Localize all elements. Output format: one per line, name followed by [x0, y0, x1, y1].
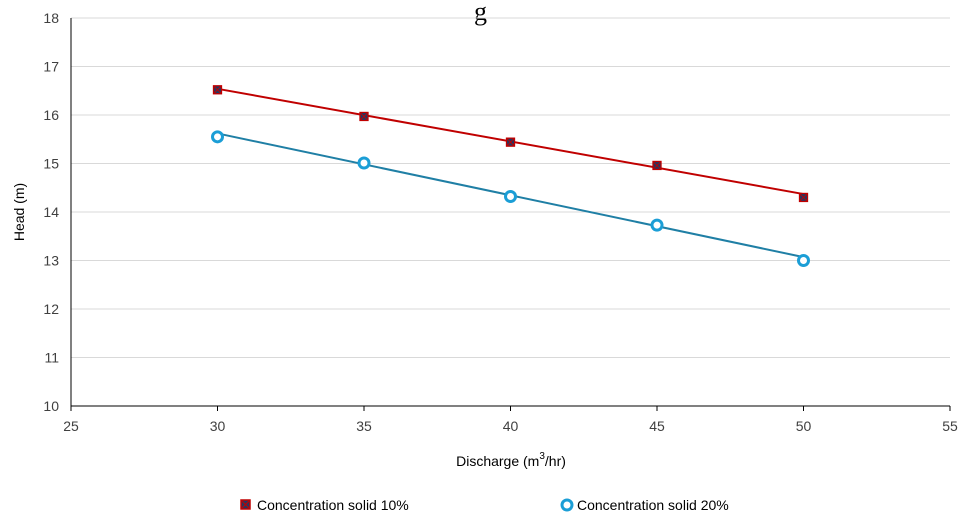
- legend-item-series-1: Concentration solid 10%: [240, 497, 409, 513]
- x-axis-title-tail: /hr): [545, 453, 566, 469]
- x-tick-labels: 25 30 35 40 45 50 55: [63, 406, 958, 434]
- data-point-x-stroke: [653, 161, 661, 170]
- y-tick-label: 11: [44, 350, 59, 366]
- y-tick-label: 18: [43, 10, 59, 26]
- data-point-series-2: [504, 189, 517, 203]
- x-axis-title-superscript: 3: [539, 451, 545, 462]
- legend: Concentration solid 10% Concentration so…: [240, 497, 729, 513]
- x-tick-label: 50: [796, 418, 812, 434]
- legend-label-series-1: Concentration solid 10%: [257, 497, 409, 513]
- x-tick-label: 45: [649, 418, 665, 434]
- x-tick-label: 55: [942, 418, 958, 434]
- x-tick-label: 25: [63, 418, 79, 434]
- data-point-series-1: [798, 192, 809, 203]
- data-point-series-2: [797, 254, 810, 267]
- data-point-series-1: [359, 111, 369, 122]
- x-tick-label: 40: [503, 418, 519, 434]
- chart-title-fragment: g: [474, 0, 487, 26]
- data-point-series-2: [211, 130, 224, 144]
- y-tick-label: 12: [43, 301, 59, 317]
- y-tick-label: 15: [43, 156, 59, 172]
- legend-label-series-2: Concentration solid 20%: [577, 497, 729, 513]
- data-point-x-stroke: [213, 85, 222, 94]
- y-tick-label: 13: [43, 253, 59, 269]
- x-axis-title-main: Discharge (m: [456, 453, 539, 469]
- data-point-series-1: [652, 160, 662, 171]
- data-point-series-2: [357, 156, 371, 170]
- x-tick-label: 35: [356, 418, 372, 434]
- y-tick-labels: 10 11 12 13 14 15 16 17 18: [43, 10, 59, 414]
- gridlines: [71, 17, 950, 358]
- y-tick-label: 10: [43, 398, 59, 414]
- y-tick-label: 17: [43, 59, 59, 75]
- series-layer: [211, 85, 810, 267]
- y-tick-label: 16: [43, 107, 59, 123]
- legend-item-series-2: Concentration solid 20%: [560, 497, 729, 513]
- data-point-series-2: [650, 218, 664, 232]
- data-point-series-1: [505, 137, 516, 147]
- legend-marker-circle: [560, 498, 574, 512]
- y-tick-label: 14: [43, 204, 59, 220]
- y-axis-title: Head (m): [11, 183, 27, 241]
- data-point-x-stroke: [360, 112, 368, 121]
- x-axis-title: Discharge (m3/hr): [456, 451, 566, 469]
- data-point-x-stroke: [799, 193, 808, 202]
- data-point-series-1: [212, 85, 223, 95]
- x-tick-label: 30: [210, 418, 226, 434]
- data-point-x-stroke: [506, 138, 515, 147]
- legend-marker-x-stroke: [241, 500, 250, 509]
